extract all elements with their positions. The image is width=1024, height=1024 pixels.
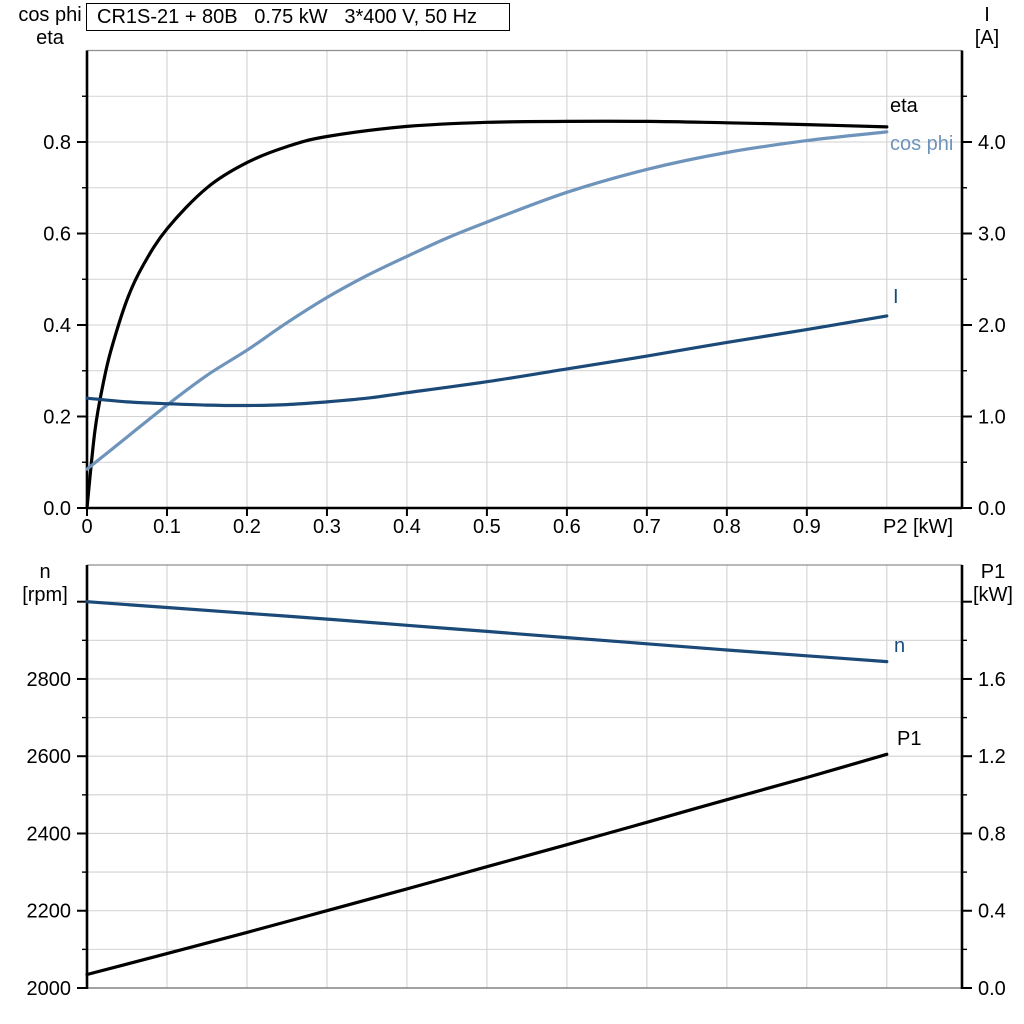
x-axis-unit-label: P2 [kW] (883, 516, 953, 538)
bottom-left-tick-label: 2800 (27, 669, 72, 691)
right-axis-title-ampere-unit: [A] (974, 27, 1000, 49)
eta-curve (85, 119, 889, 510)
bottom-chart-gridlines (87, 565, 962, 988)
chart-title-box: CR1S-21 + 80B 0.75 kW 3*400 V, 50 Hz (86, 3, 510, 31)
top-x-tick-label: 0 (81, 516, 92, 538)
top-left-tick-label: 0.0 (43, 498, 71, 520)
right-axis-title-kw-unit: [kW] (973, 584, 1013, 606)
cos-phi-curve (85, 130, 889, 471)
bottom-left-tick-label: 2200 (27, 901, 72, 923)
bottom-right-tick-label: 0.4 (978, 901, 1006, 923)
bottom-chart-ticks: 2000 2200 2400 2600 2800 0.0 0.4 0.8 1.2 1.6 (27, 600, 1006, 1000)
bottom-left-tick-label: 2400 (27, 823, 72, 845)
bottom-right-tick-label: 1.6 (978, 669, 1006, 691)
top-x-tick-label: 0.7 (633, 516, 661, 538)
top-left-tick-label: 0.6 (43, 224, 71, 246)
right-axis-title-p1: P1 (980, 561, 1006, 583)
bottom-left-tick-label: 2000 (27, 978, 72, 1000)
top-chart: 0.0 0.2 0.4 0.6 0.8 0.0 1.0 2.0 3.0 4.0 0 0.1 0.2 0.3… (43, 49, 1006, 538)
right-axis-title-current: I (984, 4, 990, 26)
left-axis-title-speed: n (39, 561, 51, 583)
top-left-tick-label: 0.8 (43, 132, 71, 154)
bottom-right-tick-label: 0.0 (978, 978, 1006, 1000)
top-chart-ticks: 0.0 0.2 0.4 0.6 0.8 0.0 1.0 2.0 3.0 4.0 0 0.1 0.2 0.3… (43, 95, 1006, 538)
bottom-right-tick-label: 1.2 (978, 746, 1006, 768)
bottom-chart-curves: n P1 (85, 600, 921, 977)
top-chart-curves: eta cos phi I (85, 95, 953, 510)
bottom-left-tick-label: 2600 (27, 746, 72, 768)
top-right-tick-label: 3.0 (978, 224, 1006, 246)
top-right-tick-label: 0.0 (978, 498, 1006, 520)
eta-curve-label: eta (890, 95, 919, 117)
bottom-chart-axes (85, 564, 964, 989)
left-axis-title-cos-phi: cos phi (18, 4, 82, 26)
top-chart-gridlines (87, 50, 962, 508)
p1-curve (85, 752, 889, 977)
i-curve-label: I (893, 286, 899, 308)
top-right-tick-label: 2.0 (978, 315, 1006, 337)
bottom-right-tick-label: 0.8 (978, 823, 1006, 845)
top-left-tick-label: 0.2 (43, 407, 71, 429)
top-chart-right-axis-title: I [A] (956, 4, 1018, 50)
left-axis-title-rpm-unit: [rpm] (22, 584, 68, 606)
top-left-tick-label: 0.4 (43, 315, 71, 337)
top-x-tick-label: 0.1 (153, 516, 181, 538)
top-x-tick-label: 0.5 (473, 516, 501, 538)
top-right-tick-label: 4.0 (978, 132, 1006, 154)
top-x-tick-label: 0.4 (393, 516, 421, 538)
bottom-chart-left-axis-title: n [rpm] (6, 561, 84, 607)
bottom-chart: 2000 2200 2400 2600 2800 0.0 0.4 0.8 1.2 1.6 n P1 (27, 564, 1006, 1000)
p1-curve-label: P1 (897, 728, 921, 750)
top-x-tick-label: 0.3 (313, 516, 341, 538)
top-x-tick-label: 0.9 (793, 516, 821, 538)
n-curve (85, 600, 889, 664)
cos-phi-curve-label: cos phi (890, 133, 953, 155)
left-axis-title-eta: eta (36, 27, 64, 49)
bottom-chart-right-axis-title: P1 [kW] (962, 561, 1024, 607)
top-right-tick-label: 1.0 (978, 407, 1006, 429)
top-x-tick-label: 0.6 (553, 516, 581, 538)
top-x-tick-label: 0.2 (233, 516, 261, 538)
i-curve (85, 314, 889, 408)
top-chart-left-axis-title: cos phi eta (10, 4, 90, 50)
top-x-tick-label: 0.8 (713, 516, 741, 538)
n-curve-label: n (894, 635, 905, 657)
